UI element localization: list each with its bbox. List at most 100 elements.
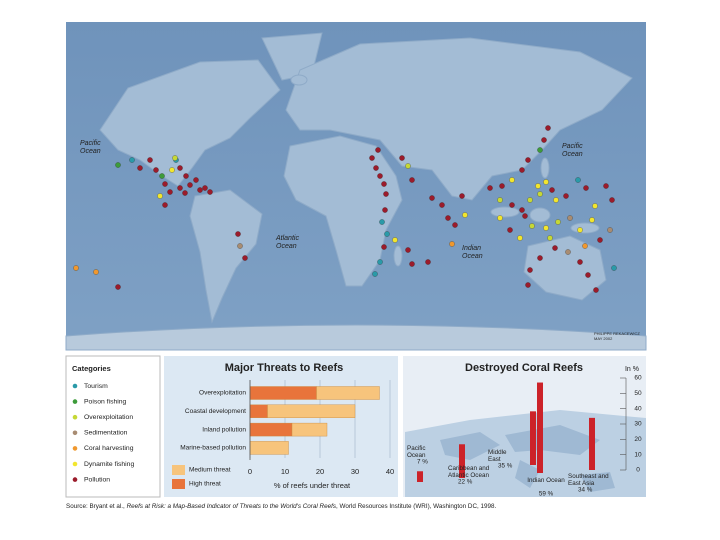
legend-swatch xyxy=(172,465,185,475)
y-tick-label: 10 xyxy=(634,451,642,458)
source-part: Source: Bryant et al., xyxy=(66,503,127,510)
y-tick-label: Coastal development xyxy=(185,408,246,415)
x-tick-label: 30 xyxy=(351,467,359,476)
reef-dot xyxy=(527,197,533,203)
legend-label: Pollution xyxy=(84,476,110,483)
reef-dot xyxy=(129,157,135,163)
reef-dot xyxy=(137,165,143,171)
reef-dot xyxy=(237,243,243,249)
text-line: Ocean xyxy=(462,253,483,260)
legend-label: Coral harvesting xyxy=(84,445,134,452)
text-line: MAY 2002 xyxy=(594,336,613,341)
reef-dot xyxy=(603,183,609,189)
reef-dot xyxy=(115,162,121,168)
reef-dot xyxy=(147,157,153,163)
chart-title: Destroyed Coral Reefs xyxy=(465,362,583,374)
category-label: Pacific Ocean xyxy=(407,445,426,459)
bar-segment xyxy=(249,422,293,437)
bar-segment xyxy=(249,404,268,418)
x-tick-label: 10 xyxy=(281,467,289,476)
reef-dot xyxy=(399,155,405,161)
bar xyxy=(530,411,536,465)
chart-title: Major Threats to Reefs xyxy=(225,362,344,374)
legend-marker xyxy=(72,383,78,389)
reef-dot xyxy=(377,173,383,179)
legend-marker xyxy=(72,446,78,451)
reef-dot xyxy=(507,227,513,233)
x-tick-label: 0 xyxy=(248,467,252,476)
legend-title: Categories xyxy=(72,364,111,373)
value-label: 34 % xyxy=(578,487,593,494)
reef-dot xyxy=(582,243,588,249)
legend-marker xyxy=(72,477,78,482)
reef-dot xyxy=(575,177,581,183)
reef-dot xyxy=(409,177,415,183)
source-part: Reefs at Risk: a Map-Based Indicator of … xyxy=(127,503,337,510)
legend-label: Medium threat xyxy=(189,467,231,474)
reef-dot xyxy=(563,193,569,199)
reef-dot xyxy=(73,265,79,271)
reef-dot xyxy=(537,147,543,153)
legend-panel xyxy=(65,355,161,498)
reef-dot xyxy=(541,137,547,143)
reef-dot xyxy=(535,183,541,189)
bar-segment xyxy=(267,404,356,418)
reef-dot xyxy=(373,165,379,171)
y-tick-label: 30 xyxy=(634,421,642,428)
legend-label: Sedimentation xyxy=(84,430,128,437)
reef-dot xyxy=(452,222,458,228)
text-line: Atlantic Ocean xyxy=(448,472,489,479)
legend-label: Tourism xyxy=(84,383,108,390)
reef-dot xyxy=(509,202,515,208)
ocean-label: Pacific Ocean xyxy=(80,140,101,155)
legend-label: High threat xyxy=(189,481,221,488)
reef-dot xyxy=(537,255,543,261)
y-tick-label: 40 xyxy=(634,405,642,412)
reef-dot xyxy=(167,189,173,195)
reef-dot xyxy=(369,155,375,161)
y-tick-label: 60 xyxy=(634,375,642,382)
reef-dot xyxy=(392,237,398,243)
reef-dot xyxy=(177,165,183,171)
category-label: Indian Ocean xyxy=(527,477,565,484)
text-line: Ocean xyxy=(80,148,101,155)
reef-dot xyxy=(183,173,189,179)
reef-dot xyxy=(382,207,388,213)
reef-dot xyxy=(207,189,213,195)
reef-dot xyxy=(162,202,168,208)
reef-dot xyxy=(565,249,571,255)
y-tick-label: Overexploitation xyxy=(199,390,246,397)
reef-dot xyxy=(187,182,193,188)
reef-dot xyxy=(381,244,387,250)
reef-dot xyxy=(93,269,99,275)
reef-dot xyxy=(459,193,465,199)
map-credit: PHILIPPE REKACEWICZ MAY 2002 xyxy=(594,331,640,341)
reef-dot xyxy=(405,247,411,253)
reef-dot xyxy=(611,265,617,271)
reef-dot xyxy=(545,125,551,131)
reef-dot xyxy=(242,255,248,261)
reef-dot xyxy=(383,191,389,197)
text-line: Indian xyxy=(462,245,481,252)
reef-dot xyxy=(549,187,555,193)
world-map xyxy=(65,22,647,351)
category-label: Southeast and East Asia xyxy=(568,473,609,487)
reef-dot xyxy=(555,219,561,225)
y-tick-label: Marine-based pollution xyxy=(180,445,246,452)
bar-segment xyxy=(316,386,380,400)
text-line: Pacific xyxy=(407,445,426,452)
reef-dot xyxy=(487,185,493,191)
ocean-label: Atlantic Ocean xyxy=(275,235,299,250)
reef-dot xyxy=(375,147,381,153)
reef-dot xyxy=(159,173,165,179)
reef-dot xyxy=(537,191,543,197)
land xyxy=(65,32,647,351)
value-label: 35 % xyxy=(498,463,513,470)
reef-dot xyxy=(372,271,378,277)
reef-dot xyxy=(522,213,528,219)
legend-swatch xyxy=(172,479,185,489)
reef-dot xyxy=(115,284,121,290)
reef-dot xyxy=(409,261,415,267)
reef-dot xyxy=(172,155,178,161)
